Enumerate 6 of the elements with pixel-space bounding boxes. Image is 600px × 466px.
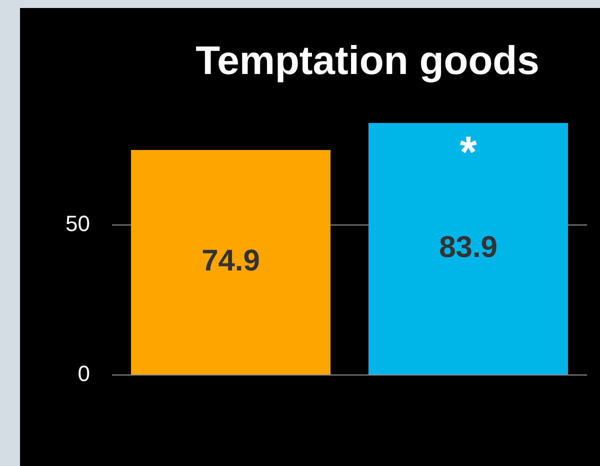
y-tick-label: 0 <box>78 361 90 386</box>
data-label: 74.9 <box>202 244 260 278</box>
annotation: * <box>460 128 478 178</box>
data-label: 83.9 <box>439 231 498 264</box>
chart-title: Temptation goods <box>196 39 540 84</box>
y-tick-label: 50 <box>66 210 90 236</box>
